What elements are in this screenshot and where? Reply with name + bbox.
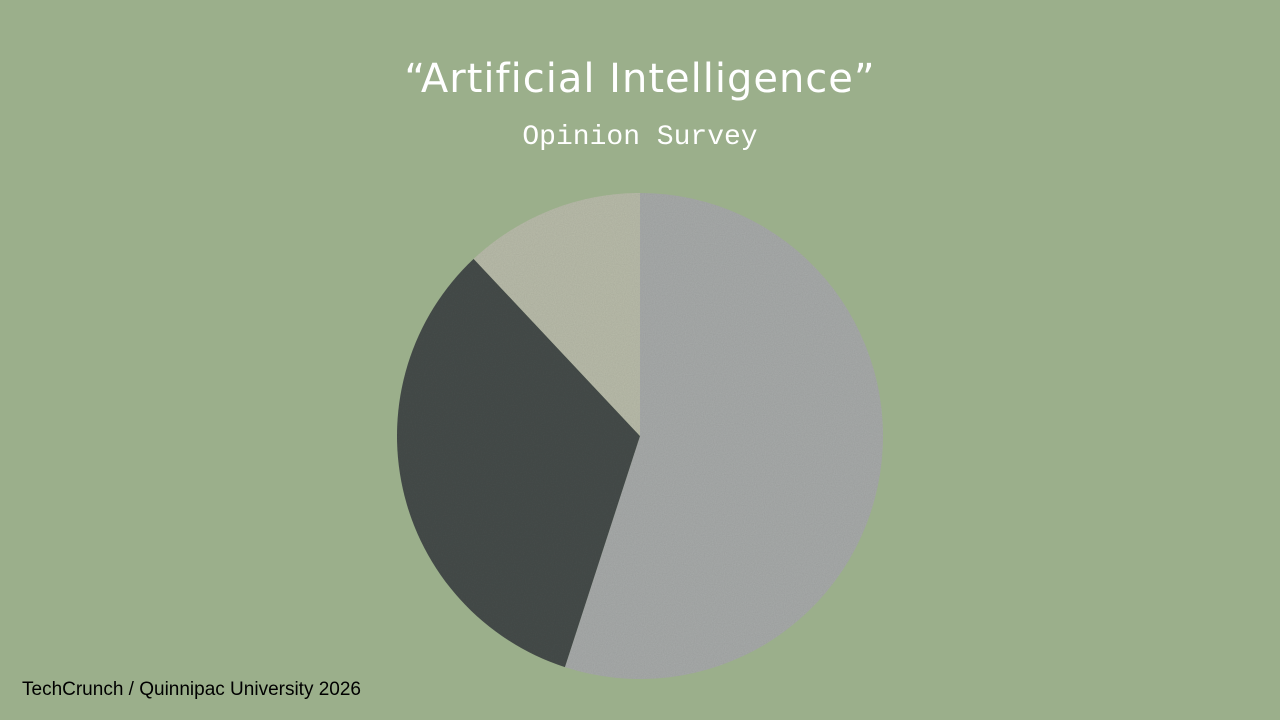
pie-slice [564, 193, 883, 680]
source-note: TechCrunch / Quinnipac University 2026 [22, 679, 361, 700]
pie-slice [473, 193, 640, 436]
chart-title: “Artificial Intelligence” [404, 56, 875, 102]
chart-subtitle: Opinion Survey [522, 122, 757, 153]
pie [397, 193, 883, 680]
pie-slice [397, 258, 640, 668]
